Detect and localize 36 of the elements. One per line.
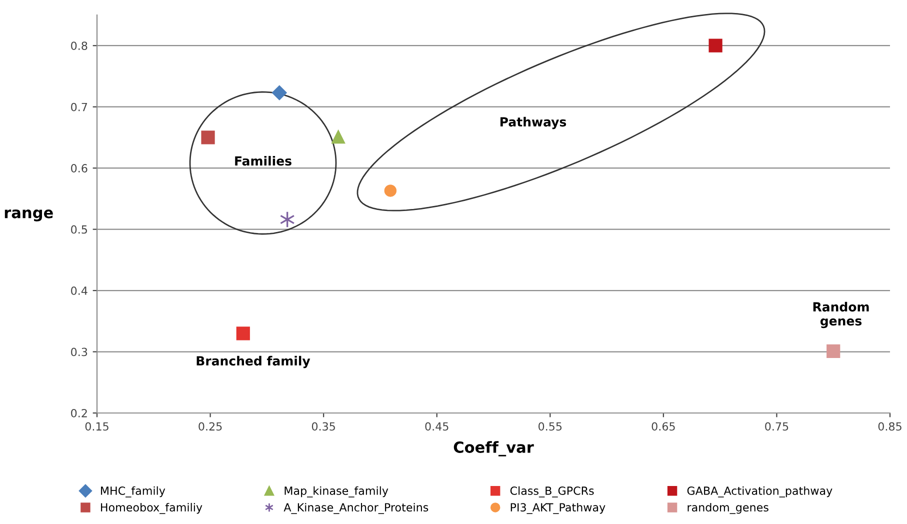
point	[331, 130, 346, 144]
annotation: Pathways	[500, 116, 566, 130]
y-tick-label: 0.7	[71, 102, 88, 112]
point	[826, 344, 840, 358]
x-tick-label: 0.75	[765, 422, 788, 431]
annotation: Families	[235, 156, 292, 166]
point	[272, 85, 287, 100]
point	[201, 130, 215, 144]
point	[236, 326, 250, 340]
x-tick-label: 0.85	[878, 422, 902, 431]
legend-label: random_genes	[688, 502, 768, 514]
y-tick-label: 0.5	[71, 225, 87, 234]
legend-label: A_Kinase_Anchor_Proteins	[284, 502, 428, 514]
y-axis-title: range	[4, 210, 53, 222]
y-tick-label: 0.4	[71, 286, 88, 295]
y-tick-label: 0.8	[71, 42, 88, 50]
point	[708, 38, 722, 52]
annotation: Random genes	[813, 302, 869, 328]
x-tick-label: 0.25	[198, 422, 222, 431]
legend-label: GABA_Activation_pathway	[687, 486, 832, 498]
legend-label: Class_B_GPCRs	[510, 486, 594, 498]
legend-label: MHC_family	[101, 486, 166, 498]
x-tick-label: 0.55	[538, 422, 562, 431]
x-axis-title: Coeff_var	[454, 441, 534, 456]
x-tick-label: 0.45	[425, 422, 448, 431]
point	[384, 184, 397, 197]
x-tick-label: 0.65	[652, 422, 675, 431]
annotation: Branched family	[196, 356, 310, 368]
x-tick-label: 0.35	[312, 422, 335, 431]
y-tick-label: 0.6	[71, 164, 88, 172]
x-tick-label: 0.15	[85, 422, 108, 431]
y-tick-label: 0.3	[71, 348, 88, 356]
legend-label: Homeobox_familiy	[101, 502, 202, 514]
y-tick-label: 0.2	[71, 408, 87, 418]
legend-label: Map_kinase_family	[284, 486, 388, 498]
legend-label: PI3_AKT_Pathway	[510, 502, 606, 514]
